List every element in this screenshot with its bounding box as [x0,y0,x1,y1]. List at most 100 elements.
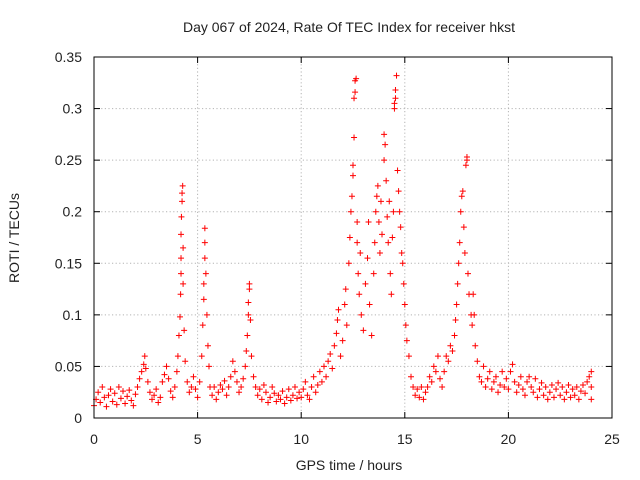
roti-point [178,231,185,238]
roti-point [287,397,294,404]
roti-point [391,100,398,107]
roti-point [339,337,346,344]
grid-lines [94,57,612,418]
roti-point [140,361,147,368]
roti-point [394,167,401,174]
y-tick-labels: 0 0.05 0.1 0.15 0.2 0.25 0.3 0.35 [55,49,82,426]
roti-point [175,332,182,339]
roti-point [588,396,595,403]
roti-point [396,208,403,215]
roti-point [497,381,504,388]
roti-point [412,392,419,399]
roti-point [182,358,189,365]
roti-point [463,154,470,161]
roti-point [555,379,562,386]
roti-point [157,394,164,401]
roti-point [354,219,361,226]
roti-point [586,373,593,380]
roti-point [179,198,186,205]
roti-point [346,234,353,241]
roti-point [260,381,267,388]
roti-point [565,381,572,388]
roti-point [153,386,160,393]
plot-frame [93,56,613,419]
roti-point [550,394,557,401]
roti-point [204,342,211,349]
y-tick-label: 0.15 [55,255,82,271]
roti-point [215,389,222,396]
roti-point [341,301,348,308]
roti-point [343,322,350,329]
roti-point [231,368,238,375]
roti-point [146,389,153,396]
roti-point [233,378,240,385]
roti-point [323,373,330,380]
roti-point [161,371,168,378]
roti-point [389,234,396,241]
roti-point [387,270,394,277]
roti-point [358,311,365,318]
roti-point [271,390,278,397]
roti-point [136,375,143,382]
roti-point [392,87,399,94]
roti-point [159,378,166,385]
roti-point [246,280,253,287]
roti-point [381,131,388,138]
roti-point [350,172,356,179]
roti-point [472,342,479,349]
roti-point [386,198,393,205]
roti-point [95,389,102,396]
roti-point [530,389,537,396]
roti-point [484,375,491,382]
roti-point [202,270,209,277]
roti-point [426,373,433,380]
roti-point [279,388,286,395]
roti-point [246,286,253,293]
roti-point [399,260,406,267]
roti-point [174,353,181,360]
roti-point [97,399,104,406]
roti-point [480,363,487,370]
roti-point [314,381,321,388]
roti-point [209,392,216,399]
roti-point [203,311,210,318]
roti-point [304,392,311,399]
roti-point [201,255,208,262]
roti-point [351,134,358,141]
roti-point [205,363,212,370]
roti-point [126,387,133,394]
x-tick-label: 15 [397,431,413,447]
roti-point [532,375,539,382]
roti-point [393,72,400,79]
roti-point [348,193,355,200]
roti-point [171,384,178,391]
roti-point [149,396,156,403]
roti-point [211,384,218,391]
roti-point [408,373,415,380]
roti-point [366,301,373,308]
roti-point [283,394,290,401]
roti-point [542,384,549,391]
roti-point [470,291,477,298]
roti-point [377,198,384,205]
roti-point [567,394,574,401]
roti-point [318,378,325,385]
roti-point [165,375,172,382]
roti-point [490,378,497,385]
roti-point [267,394,274,401]
roti-point [201,225,208,232]
roti-point [285,386,292,393]
roti-point [418,384,425,391]
roti-point [105,392,112,399]
roti-point [277,396,284,403]
roti-point [194,394,201,401]
roti-point [486,368,493,375]
roti-point [424,384,431,391]
roti-point [507,368,514,375]
roti-point [229,358,236,365]
x-tick-label: 25 [604,431,620,447]
roti-point [236,389,243,396]
roti-point [179,190,186,197]
roti-point [142,365,149,372]
y-tick-label: 0.2 [63,204,83,220]
